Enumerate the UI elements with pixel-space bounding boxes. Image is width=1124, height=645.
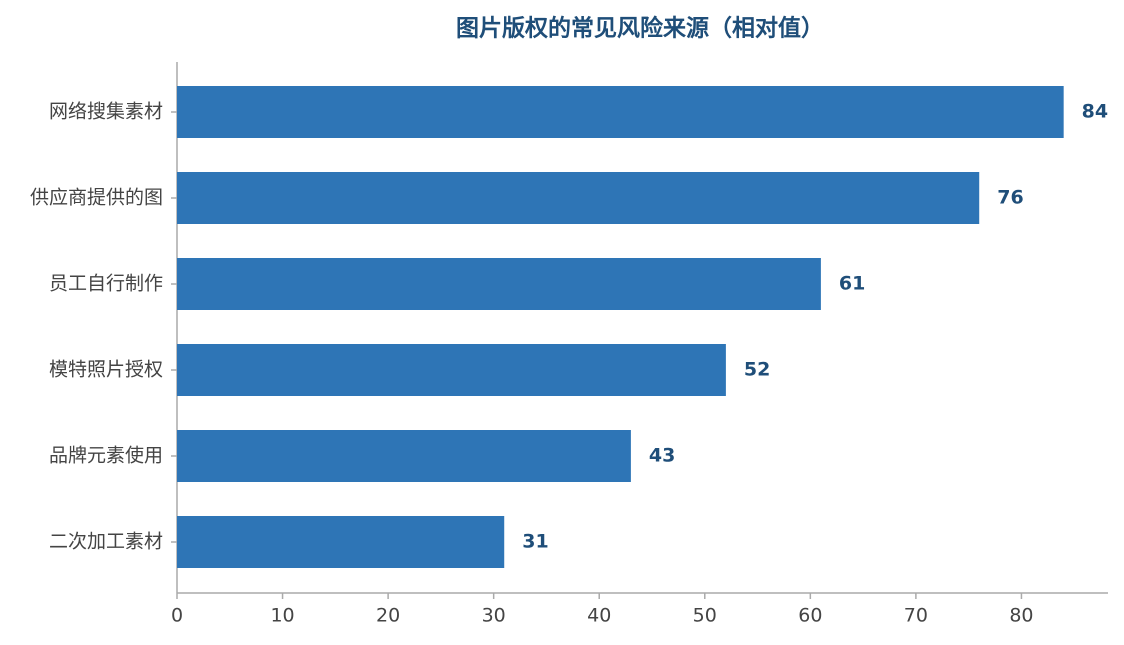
- value-label: 76: [997, 187, 1023, 209]
- x-tick-label: 0: [171, 605, 183, 627]
- y-tick-label: 员工自行制作: [49, 273, 163, 295]
- y-tick-label: 品牌元素使用: [49, 445, 163, 467]
- x-tick-label: 40: [587, 605, 611, 627]
- bar: [177, 86, 1064, 138]
- bar: [177, 344, 726, 396]
- bar: [177, 430, 631, 482]
- x-tick-label: 30: [482, 605, 506, 627]
- y-tick-label: 模特照片授权: [49, 359, 163, 381]
- x-tick-label: 20: [376, 605, 400, 627]
- bar: [177, 516, 505, 568]
- value-label: 43: [649, 445, 675, 467]
- value-label: 31: [522, 531, 548, 553]
- y-tick-label: 二次加工素材: [49, 531, 163, 553]
- x-tick-label: 10: [270, 605, 294, 627]
- bar: [177, 172, 980, 224]
- x-tick-label: 70: [904, 605, 928, 627]
- x-tick-label: 80: [1009, 605, 1033, 627]
- value-label: 52: [744, 359, 770, 381]
- y-tick-label: 网络搜集素材: [49, 101, 163, 123]
- y-tick-label: 供应商提供的图: [30, 187, 163, 209]
- value-label: 84: [1082, 101, 1108, 123]
- bar: [177, 258, 821, 310]
- x-tick-label: 60: [798, 605, 822, 627]
- chart-title: 图片版权的常见风险来源（相对值）: [456, 15, 824, 42]
- value-label: 61: [839, 273, 865, 295]
- x-tick-label: 50: [693, 605, 717, 627]
